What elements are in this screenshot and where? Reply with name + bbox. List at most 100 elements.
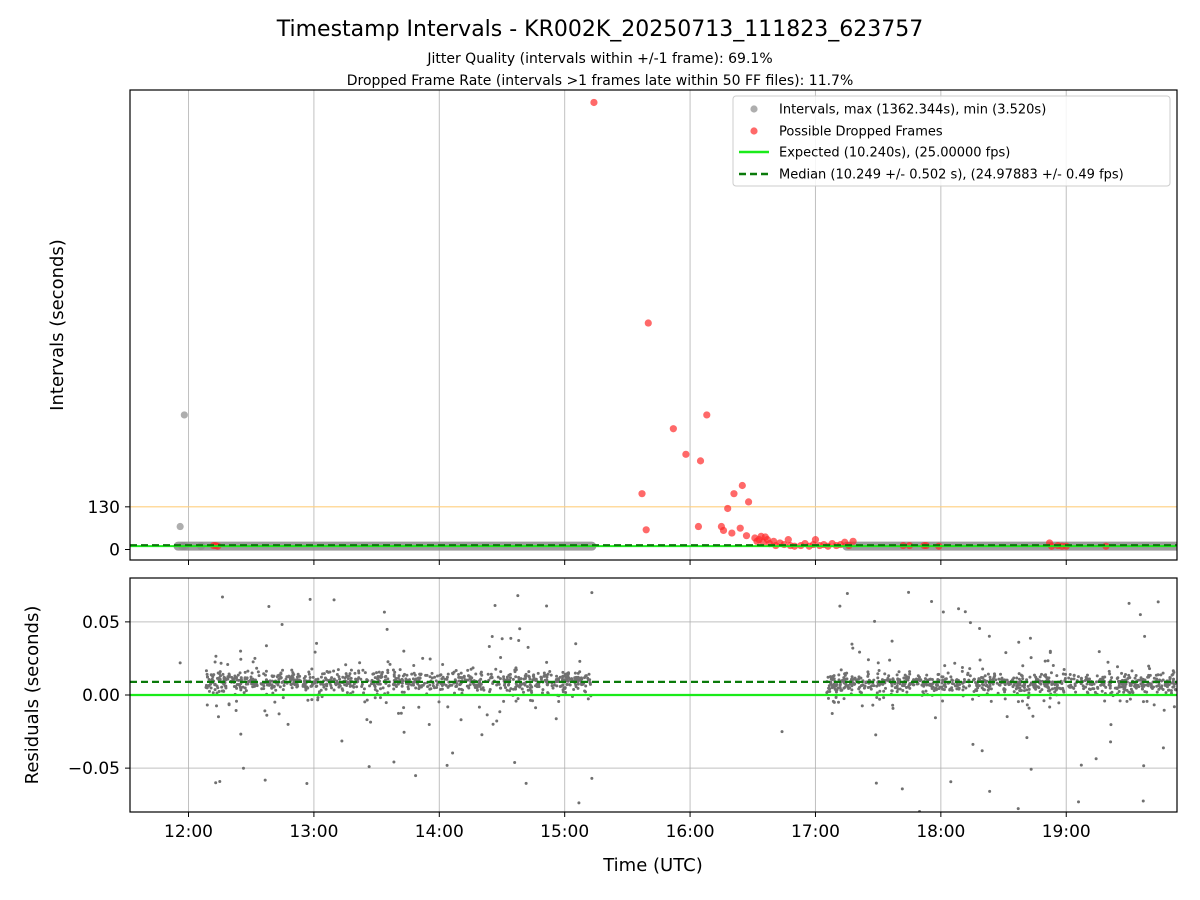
residual-point (485, 713, 489, 717)
residual-point (295, 675, 299, 679)
residual-point (336, 668, 340, 672)
residual-point (1062, 668, 1066, 672)
residual-point (1171, 672, 1175, 676)
residual-point (936, 672, 940, 676)
residual-point (1003, 688, 1007, 692)
residual-point (941, 687, 945, 691)
residual-point (900, 787, 904, 791)
residual-point (1038, 690, 1042, 694)
residual-point (446, 685, 450, 689)
residual-point (1102, 675, 1106, 679)
residual-point (268, 680, 272, 684)
residual-point (955, 684, 959, 688)
residual-point (564, 675, 568, 679)
residual-point (1051, 687, 1055, 691)
residual-point (890, 689, 894, 693)
residual-point (1169, 689, 1173, 693)
residual-point (1083, 679, 1087, 683)
residual-point (497, 682, 501, 686)
residual-point (249, 675, 253, 679)
residual-point (858, 650, 862, 654)
residual-point (178, 661, 182, 665)
residual-point (460, 676, 464, 680)
dropped-frame-point (728, 529, 736, 537)
residual-point (1149, 683, 1153, 687)
residual-point (828, 675, 832, 679)
residual-point (905, 690, 909, 694)
residual-point (962, 677, 966, 681)
residual-point (1139, 676, 1143, 680)
residual-point (412, 683, 416, 687)
residual-point (508, 672, 512, 676)
residual-point (352, 682, 356, 686)
residual-point (282, 683, 286, 687)
residual-point (1169, 691, 1173, 695)
residual-point (517, 639, 521, 643)
residual-point (396, 676, 400, 680)
residual-point (1133, 676, 1137, 680)
residual-point (921, 690, 925, 694)
residual-point (898, 687, 902, 691)
residual-point (584, 684, 588, 688)
residual-point (534, 706, 538, 710)
residual-point (217, 689, 221, 693)
residual-point (1046, 659, 1050, 663)
top-y-tick-label: 130 (88, 498, 120, 518)
residual-point (375, 671, 379, 675)
residual-point (1069, 677, 1073, 681)
residual-point (376, 677, 380, 681)
residual-point (1171, 669, 1175, 673)
residual-point (888, 658, 892, 662)
residual-point (968, 621, 972, 625)
residual-point (535, 682, 539, 686)
residual-point (561, 690, 565, 694)
residual-point (1100, 689, 1104, 693)
residual-point (238, 685, 242, 689)
residual-point (882, 689, 886, 693)
residual-point (295, 682, 299, 686)
residual-point (1063, 677, 1067, 681)
residual-point (205, 675, 209, 679)
residual-point (902, 676, 906, 680)
residual-point (469, 667, 473, 671)
residual-point (251, 660, 255, 664)
residual-point (290, 686, 294, 690)
residual-point (239, 676, 243, 680)
residual-point (827, 684, 831, 688)
residual-point (953, 661, 957, 665)
residual-point (332, 669, 336, 673)
residual-point (316, 677, 320, 681)
top-plot-area (130, 98, 1177, 551)
residual-point (385, 627, 389, 631)
residual-point (1122, 690, 1126, 694)
residual-point (890, 684, 894, 688)
residual-point (322, 685, 326, 689)
residual-point (901, 689, 905, 693)
residual-point (561, 670, 565, 674)
residual-point (227, 702, 231, 706)
residual-point (1137, 685, 1141, 689)
residual-point (457, 679, 461, 683)
residual-point (246, 669, 250, 673)
residual-point (978, 626, 982, 630)
residual-point (383, 675, 387, 679)
residual-point (976, 686, 980, 690)
residual-point (832, 684, 836, 688)
residual-point (457, 687, 461, 691)
residual-point (330, 676, 334, 680)
residual-point (1079, 763, 1083, 767)
residual-point (509, 636, 513, 640)
residual-point (1152, 676, 1156, 680)
residual-point (373, 685, 377, 689)
residual-point (1085, 673, 1089, 677)
residual-point (1085, 682, 1089, 686)
residual-point (554, 717, 558, 721)
residual-point (1168, 677, 1172, 681)
dropped-frame-point (644, 319, 652, 327)
residual-point (870, 684, 874, 688)
residual-point (957, 607, 961, 611)
residual-point (278, 685, 282, 689)
residual-point (239, 732, 243, 736)
residual-point (1143, 690, 1147, 694)
residual-point (859, 684, 863, 688)
